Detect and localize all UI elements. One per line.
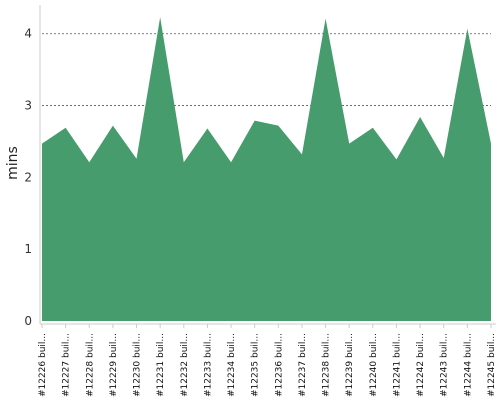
y-tick-label: 4 <box>24 27 32 41</box>
x-tick-labels: #12226 buil... #12227 buil... #12228 buil.… <box>38 324 497 397</box>
x-tick-label: #12233 buil... <box>203 333 213 397</box>
x-tick-label: #12241 buil... <box>393 333 403 397</box>
y-tick-label: 2 <box>24 170 32 184</box>
x-tick-label: #12238 buil... <box>322 333 332 397</box>
x-tick-label: #12237 buil... <box>298 333 308 397</box>
x-tick-label: #12235 buil... <box>251 333 261 397</box>
x-tick-label: #12243 buil... <box>440 333 450 397</box>
area-series <box>42 17 491 322</box>
x-tick-label: #12230 buil... <box>133 333 143 397</box>
x-tick-label: #12226 buil... <box>38 333 48 397</box>
x-tick-label: #12228 buil... <box>85 333 95 397</box>
area-fill <box>42 17 491 322</box>
y-tick-labels: 0 1 2 3 4 <box>24 27 32 328</box>
x-tick-label: #12229 buil... <box>109 333 119 397</box>
y-axis-title: mins <box>5 146 21 180</box>
x-tick-label: #12236 buil... <box>274 333 284 397</box>
y-tick-label: 1 <box>24 242 32 256</box>
x-tick-label: #12232 buil... <box>180 333 190 397</box>
y-tick-label: 3 <box>24 99 32 113</box>
x-tick-label: #12239 buil... <box>345 333 355 397</box>
x-tick-label: #12244 buil... <box>463 333 473 397</box>
x-tick-label: #12245 buil... <box>487 333 497 397</box>
x-tick-label: #12231 buil... <box>156 333 166 397</box>
y-tick-label: 0 <box>24 314 32 328</box>
x-tick-label: #12234 buil... <box>227 333 237 397</box>
x-tick-label: #12227 buil... <box>62 333 72 397</box>
x-tick-label: #12240 buil... <box>369 333 379 397</box>
x-tick-label: #12242 buil... <box>416 333 426 397</box>
